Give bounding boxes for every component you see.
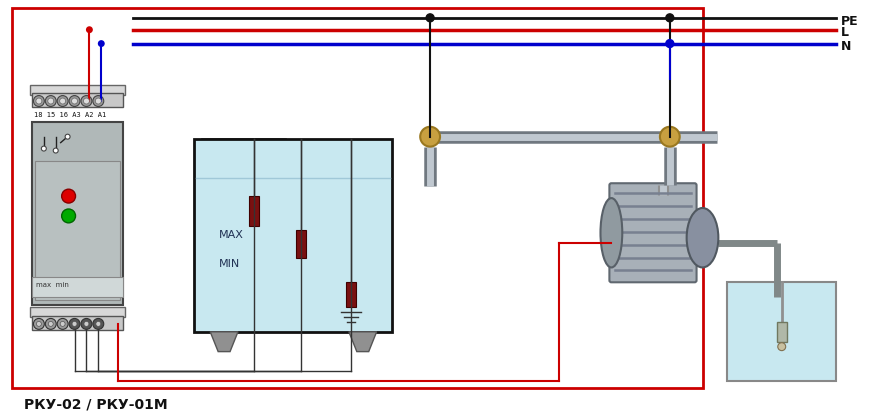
Circle shape [96,321,101,326]
Circle shape [98,40,104,47]
Ellipse shape [687,208,719,267]
Circle shape [84,321,88,326]
Text: PE: PE [841,15,858,28]
Polygon shape [211,332,238,351]
Circle shape [45,96,57,106]
Circle shape [72,98,78,104]
Circle shape [96,98,101,104]
Bar [249,196,258,226]
Circle shape [34,96,44,106]
Polygon shape [349,332,377,351]
Circle shape [62,209,75,223]
Text: max  min: max min [36,282,69,288]
Circle shape [86,26,93,33]
Bar [32,316,123,330]
Text: MAX: MAX [219,230,244,240]
Bar [35,162,120,300]
Circle shape [69,96,80,106]
Bar [30,307,125,317]
Circle shape [36,98,42,104]
Circle shape [59,98,65,104]
Circle shape [72,321,77,326]
Bar [32,93,123,107]
Text: L: L [841,26,850,39]
Circle shape [93,318,104,329]
Circle shape [427,14,434,22]
Circle shape [49,321,53,326]
Ellipse shape [601,198,622,267]
Circle shape [60,321,65,326]
Bar [32,277,123,297]
Text: РКУ-02 / РКУ-01М: РКУ-02 / РКУ-01М [24,397,167,411]
Circle shape [778,343,786,351]
Circle shape [660,127,680,147]
Circle shape [48,98,54,104]
Text: MIN: MIN [219,260,241,269]
Bar [777,322,787,342]
FancyBboxPatch shape [610,183,696,282]
Bar [727,282,836,382]
Bar [209,139,279,166]
Circle shape [93,96,104,106]
Circle shape [666,40,673,47]
Text: N: N [841,40,851,53]
Bar [12,8,704,388]
Circle shape [666,14,673,22]
Bar [32,122,123,305]
Circle shape [34,318,44,329]
Circle shape [83,98,89,104]
Bar [195,139,392,332]
Circle shape [69,318,80,329]
Circle shape [58,318,68,329]
Circle shape [65,134,70,139]
Circle shape [420,127,440,147]
Circle shape [53,148,58,153]
Circle shape [42,146,46,151]
Circle shape [62,189,75,203]
Bar [296,230,306,258]
Bar [346,282,356,307]
Bar [30,85,125,95]
Circle shape [81,318,92,329]
Bar [203,139,287,173]
Text: 18 15 16 A3 A2 A1: 18 15 16 A3 A2 A1 [34,112,106,118]
Circle shape [45,318,57,329]
Circle shape [36,321,42,326]
Circle shape [58,96,68,106]
Circle shape [81,96,92,106]
